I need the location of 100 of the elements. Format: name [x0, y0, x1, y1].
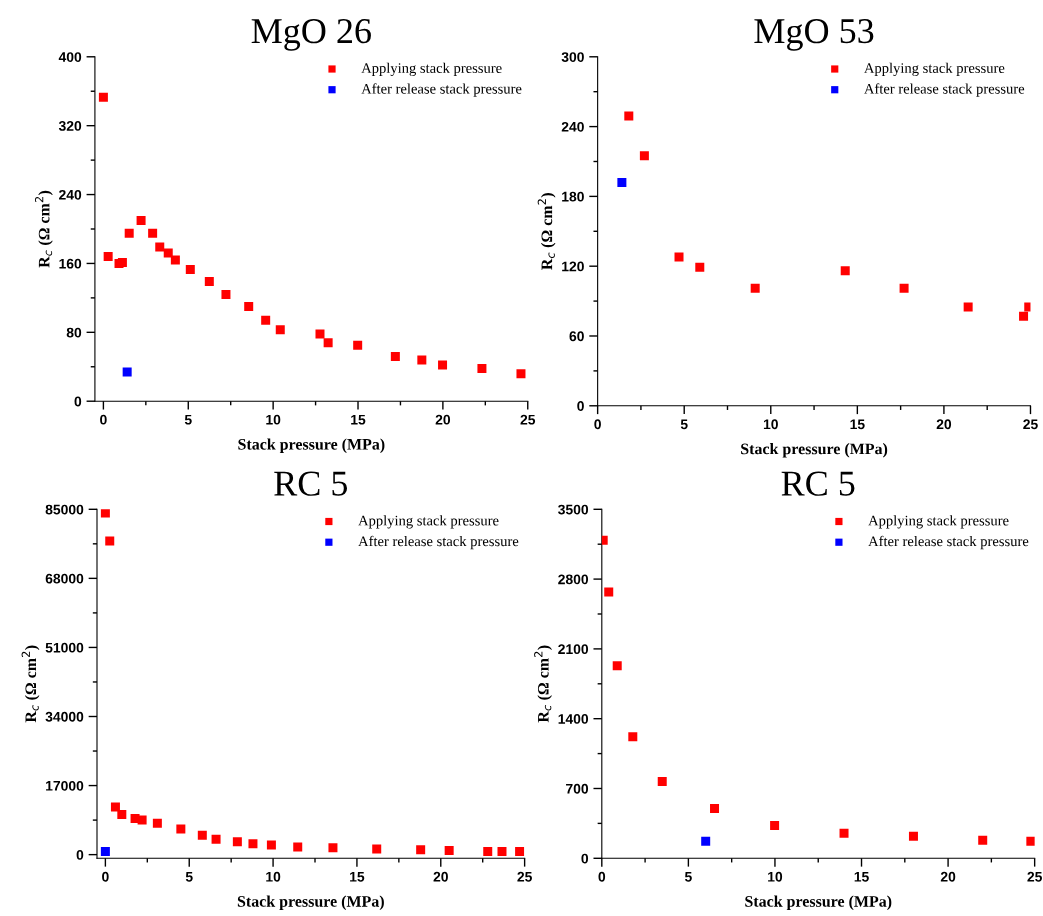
x-axis-title: Stack pressure (MPa) [745, 895, 892, 911]
point [323, 338, 333, 348]
point [516, 369, 526, 379]
x-tick-label: 20 [936, 419, 952, 430]
legend-label: Applying stack pressure [864, 62, 1005, 76]
y-tick-label: 0 [577, 401, 584, 411]
point [750, 283, 760, 293]
legend-label: After release stack pressure [864, 83, 1025, 97]
point [617, 177, 627, 187]
y-axis-title: R$_{c}$ (Ω cm$^{2}$) [34, 190, 53, 268]
point [695, 262, 705, 272]
point [477, 363, 487, 373]
y-tick-label: 3500 [558, 504, 589, 515]
point [275, 325, 285, 335]
x-tick-label: 25 [1023, 419, 1038, 430]
point [908, 831, 918, 841]
y-tick-label: 80 [66, 327, 82, 338]
point [170, 255, 180, 265]
y-tick-label: 320 [58, 121, 82, 131]
x-tick-label: 0 [100, 414, 107, 425]
x-tick-label: 5 [185, 872, 193, 882]
y-tick-label: 1400 [558, 714, 589, 724]
point [124, 228, 134, 238]
y-axis-title: R$_{c}$ (Ω cm$^{2}$) [21, 645, 40, 723]
y-tick-label: 17000 [46, 780, 84, 791]
point [100, 846, 110, 856]
point [978, 835, 988, 845]
y-tick-label: 180 [562, 191, 584, 202]
point [232, 837, 242, 847]
y-tick-label: 60 [569, 331, 584, 342]
point [204, 277, 214, 287]
point [211, 834, 221, 844]
x-tick-label: 20 [940, 871, 956, 882]
y-tick-label: 240 [561, 121, 584, 132]
x-tick-label: 0 [598, 871, 606, 882]
x-tick-label: 20 [433, 871, 448, 882]
point [674, 252, 684, 262]
x-axis-title: Stack pressure (MPa) [238, 438, 385, 453]
point [244, 301, 254, 311]
y-tick-label: 700 [566, 783, 589, 794]
point [444, 846, 454, 856]
y-tick-label: 400 [58, 52, 82, 62]
x-tick-label: 10 [763, 419, 778, 430]
point [770, 820, 780, 830]
point [152, 818, 162, 828]
point [163, 248, 173, 258]
point [122, 367, 132, 377]
x-axis-title: Stack pressure (MPa) [237, 895, 384, 911]
point [899, 283, 909, 293]
point [710, 803, 720, 813]
point [438, 360, 448, 370]
point [137, 815, 147, 825]
point [315, 329, 325, 339]
chart-title: RC 5 [781, 471, 855, 496]
point [185, 264, 195, 274]
point [612, 661, 622, 671]
point [701, 836, 711, 846]
point [497, 846, 507, 856]
point [155, 242, 165, 252]
x-tick-label: 25 [517, 871, 532, 882]
point [372, 844, 382, 854]
point [1019, 311, 1029, 321]
x-tick-label: 15 [850, 419, 865, 430]
point [328, 843, 338, 853]
point [604, 587, 614, 597]
point [515, 846, 525, 856]
x-tick-label: 0 [102, 871, 109, 882]
x-tick-label: 15 [854, 872, 869, 882]
y-tick-label: 2800 [558, 574, 589, 585]
point [105, 536, 115, 546]
chart-title: MgO 26 [251, 18, 371, 51]
point [483, 846, 493, 856]
point [110, 802, 120, 812]
point [136, 215, 146, 225]
point [416, 845, 426, 855]
y-tick-label: 0 [581, 853, 589, 864]
x-tick-label: 15 [350, 872, 365, 882]
point [103, 252, 113, 262]
point [197, 830, 207, 840]
x-tick-label: 10 [266, 414, 281, 425]
point [248, 839, 258, 849]
point [176, 824, 186, 834]
point [266, 840, 276, 850]
y-tick-label: 51000 [45, 642, 84, 653]
y-tick-label: 0 [74, 396, 82, 407]
point [624, 111, 634, 121]
point [261, 315, 271, 325]
point [1026, 836, 1035, 846]
y-tick-label: 34000 [45, 711, 84, 722]
x-tick-label: 5 [680, 419, 688, 430]
point [390, 351, 400, 361]
point [148, 228, 158, 238]
x-tick-label: 0 [594, 419, 601, 430]
y-tick-label: 2100 [558, 644, 589, 655]
chart-title: RC 5 [274, 471, 348, 496]
y-tick-label: 68000 [45, 573, 84, 584]
point [639, 151, 649, 161]
point [840, 266, 850, 276]
legend-label: After release stack pressure [868, 535, 1029, 550]
chart-title: MgO 53 [754, 18, 874, 51]
